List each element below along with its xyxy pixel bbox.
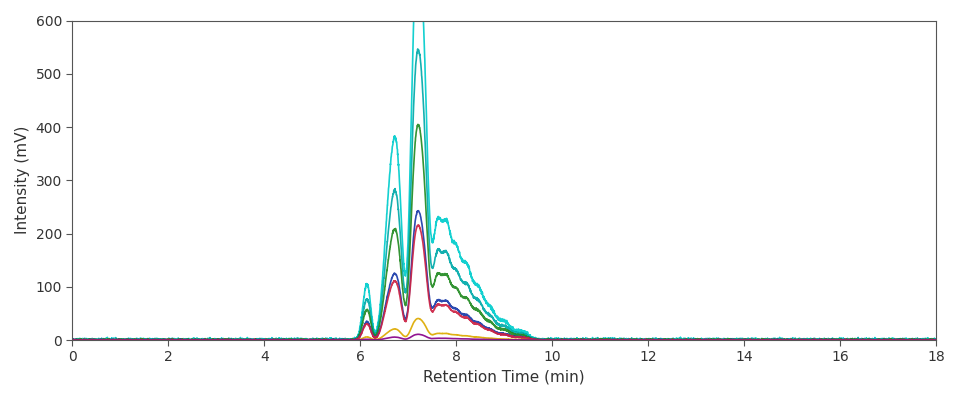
X-axis label: Retention Time (min): Retention Time (min) — [423, 370, 585, 385]
Y-axis label: Intensity (mV): Intensity (mV) — [15, 126, 30, 234]
